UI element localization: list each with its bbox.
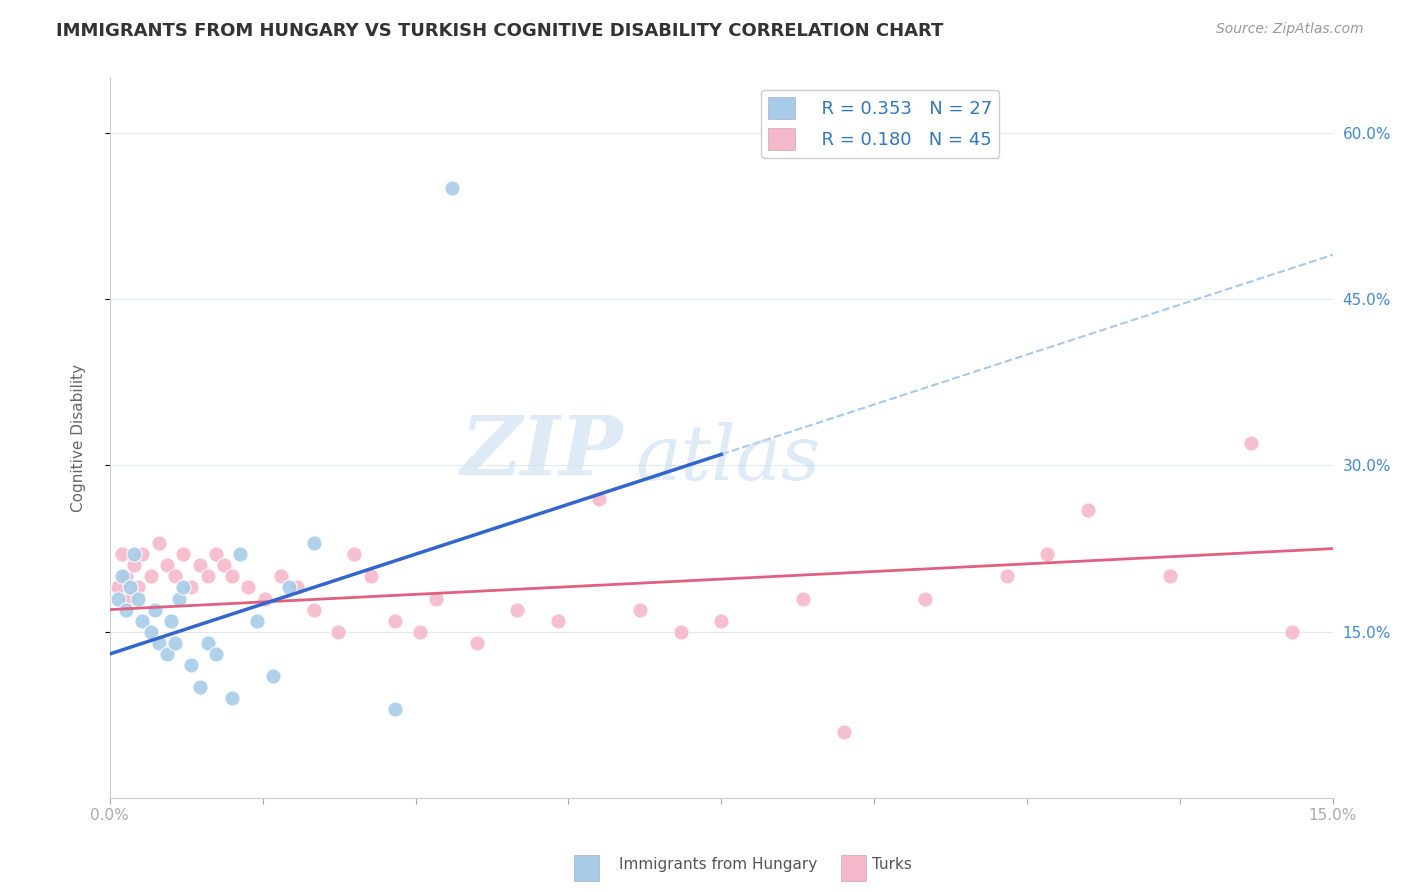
Point — [343, 547, 366, 561]
Text: Source: ZipAtlas.com: Source: ZipAtlas.com — [1216, 22, 1364, 37]
Point — [148, 636, 170, 650]
Point — [124, 558, 146, 573]
Point — [1281, 624, 1303, 639]
Point — [139, 624, 162, 639]
Point — [124, 547, 146, 561]
Point — [628, 602, 651, 616]
Y-axis label: Cognitive Disability: Cognitive Disability — [72, 364, 86, 512]
Point — [229, 547, 252, 561]
Point — [111, 569, 134, 583]
Point — [384, 702, 406, 716]
Point — [212, 558, 235, 573]
Text: IMMIGRANTS FROM HUNGARY VS TURKISH COGNITIVE DISABILITY CORRELATION CHART: IMMIGRANTS FROM HUNGARY VS TURKISH COGNI… — [56, 22, 943, 40]
Point — [914, 591, 936, 606]
Point — [107, 581, 129, 595]
Point — [360, 569, 382, 583]
Point — [1036, 547, 1059, 561]
Point — [160, 614, 183, 628]
Point — [253, 591, 276, 606]
Point — [127, 591, 149, 606]
Point — [156, 558, 179, 573]
Point — [111, 547, 134, 561]
Point — [262, 669, 284, 683]
Point — [131, 614, 153, 628]
Point — [188, 558, 211, 573]
Point — [302, 602, 325, 616]
Point — [221, 569, 243, 583]
Point — [326, 624, 349, 639]
Point — [465, 636, 488, 650]
Point — [205, 647, 228, 661]
Point — [278, 581, 301, 595]
Point — [832, 724, 855, 739]
Point — [506, 602, 529, 616]
Point — [180, 658, 202, 673]
Point — [197, 636, 219, 650]
Point — [148, 536, 170, 550]
Point — [246, 614, 269, 628]
Point — [588, 491, 610, 506]
Point — [165, 636, 187, 650]
Point — [172, 581, 194, 595]
Text: atlas: atlas — [636, 423, 821, 496]
Point — [197, 569, 219, 583]
Point — [238, 581, 260, 595]
Point — [408, 624, 430, 639]
Text: Immigrants from Hungary: Immigrants from Hungary — [619, 857, 817, 872]
Point — [120, 581, 142, 595]
Point — [115, 569, 138, 583]
Point — [139, 569, 162, 583]
Point — [384, 614, 406, 628]
Text: Turks: Turks — [872, 857, 911, 872]
Point — [143, 602, 166, 616]
Point — [115, 602, 138, 616]
Point — [221, 691, 243, 706]
Point — [205, 547, 228, 561]
Point — [425, 591, 447, 606]
Point — [107, 591, 129, 606]
Point — [180, 581, 202, 595]
Legend:   R = 0.353   N = 27,   R = 0.180   N = 45: R = 0.353 N = 27, R = 0.180 N = 45 — [761, 90, 1000, 158]
Point — [120, 591, 142, 606]
Point — [156, 647, 179, 661]
Point — [1077, 503, 1099, 517]
Point — [172, 547, 194, 561]
Text: ZIP: ZIP — [461, 412, 623, 492]
Point — [285, 581, 308, 595]
Point — [441, 181, 464, 195]
Point — [669, 624, 692, 639]
Point — [131, 547, 153, 561]
Point — [167, 591, 190, 606]
Point — [547, 614, 569, 628]
Point — [270, 569, 292, 583]
Point — [1240, 436, 1263, 450]
Point — [165, 569, 187, 583]
Point — [302, 536, 325, 550]
Point — [792, 591, 814, 606]
Point — [995, 569, 1018, 583]
Point — [188, 680, 211, 694]
Point — [710, 614, 733, 628]
Point — [127, 581, 149, 595]
Point — [1159, 569, 1181, 583]
